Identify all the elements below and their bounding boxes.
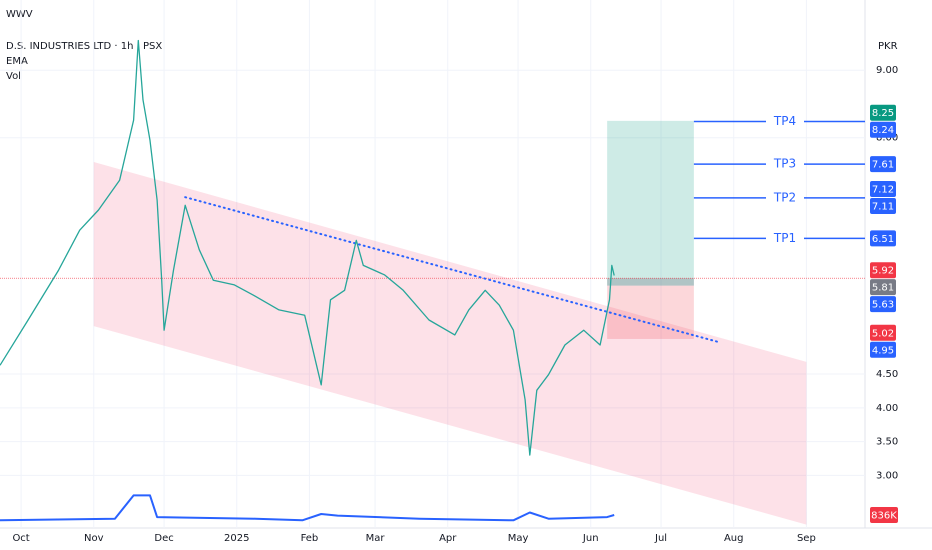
x-tick-label: Mar xyxy=(366,533,386,544)
y-tick-label: 4.00 xyxy=(876,403,898,414)
x-tick-label: Feb xyxy=(301,533,319,544)
open-pnl-zone xyxy=(607,278,694,286)
price-tag xyxy=(870,180,896,197)
price-tag xyxy=(870,296,896,313)
price-tag xyxy=(870,324,896,341)
target-label-bg xyxy=(766,113,804,130)
price-tag-label: 7.11 xyxy=(872,201,894,212)
x-tick-label: Sep xyxy=(797,533,816,544)
price-tag xyxy=(870,104,896,121)
loss-zone xyxy=(607,285,694,339)
y-tick-label: 9.00 xyxy=(876,65,898,76)
price-tag xyxy=(870,279,896,296)
price-tag xyxy=(870,197,896,214)
price-tag xyxy=(870,156,896,173)
price-tag xyxy=(870,230,896,247)
x-tick-label: Jul xyxy=(654,533,667,544)
target-label: TP4 xyxy=(773,114,796,128)
volume-tag xyxy=(870,507,898,524)
x-tick-label: May xyxy=(508,533,529,544)
price-tag-label: 6.51 xyxy=(872,234,894,245)
indicator-label: Vol xyxy=(6,71,21,82)
y-tick-label: 8.00 xyxy=(876,133,898,144)
symbol-title: D.S. INDUSTRIES LTD · 1h · PSX xyxy=(6,41,162,52)
price-tag-label: 4.95 xyxy=(872,345,894,356)
x-tick-label: Apr xyxy=(439,533,457,544)
x-tick-label: Jun xyxy=(582,533,599,544)
price-tag-label: 5.63 xyxy=(872,300,894,311)
y-tick-label: 4.50 xyxy=(876,369,898,380)
indicator-label: EMA xyxy=(6,56,28,67)
x-tick-label: 2025 xyxy=(224,533,249,544)
target-label-bg xyxy=(766,230,804,247)
plot-layer xyxy=(0,0,865,528)
x-tick-label: Dec xyxy=(154,533,173,544)
target-label: TP1 xyxy=(773,231,796,245)
price-tag-label: 5.81 xyxy=(872,283,894,294)
target-label: TP3 xyxy=(773,157,796,171)
price-tag-label: 7.12 xyxy=(872,184,894,195)
price-tag-label: 5.02 xyxy=(872,328,894,339)
volume-tag-label: 836K xyxy=(871,511,897,522)
target-label-bg xyxy=(766,189,804,206)
price-tag xyxy=(870,341,896,358)
volume-line xyxy=(0,494,615,522)
x-tick-label: Oct xyxy=(12,533,29,544)
price-tag-label: 8.25 xyxy=(872,108,894,119)
target-label: TP2 xyxy=(773,190,796,204)
price-line xyxy=(0,39,615,456)
y-tick-label: 3.00 xyxy=(876,470,898,481)
x-tick-label: Aug xyxy=(724,533,744,544)
currency-label: PKR xyxy=(878,41,898,52)
price-tag-label: 8.24 xyxy=(872,125,894,136)
price-tag xyxy=(870,262,896,279)
price-tag xyxy=(870,121,896,138)
x-tick-label: Nov xyxy=(84,533,104,544)
watermark: WWV xyxy=(6,9,33,20)
trendline xyxy=(184,196,721,344)
price-tag-label: 7.61 xyxy=(872,160,894,171)
profit-zone xyxy=(607,120,694,286)
channel xyxy=(93,162,807,525)
y-tick-label: 3.50 xyxy=(876,437,898,448)
target-label-bg xyxy=(766,156,804,173)
price-tag-label: 5.92 xyxy=(872,266,894,277)
